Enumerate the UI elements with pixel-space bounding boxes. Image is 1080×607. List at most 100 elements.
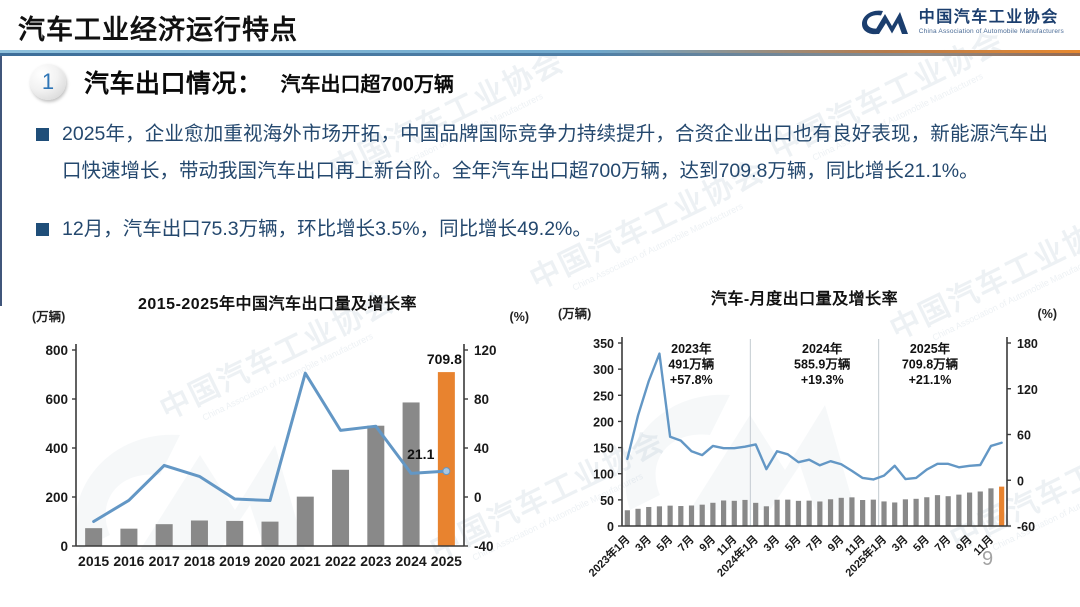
svg-text:5月: 5月 [654,533,675,554]
header-divider-top [0,50,1080,53]
svg-text:2020: 2020 [254,553,285,569]
year-annotation: 2023年 491万辆+57.8% [668,341,714,387]
x-axis-labels: 2015 2016 2017 2018 2019 2020 2021 2022 2023 2024… [78,553,462,569]
bar [806,500,812,526]
bar [367,425,385,546]
axes [75,344,465,547]
page-title: 汽车工业经济运行特点 [18,15,298,45]
svg-text:400: 400 [45,441,68,456]
svg-text:2017: 2017 [149,553,180,569]
svg-text:250: 250 [593,389,614,403]
left-axis-unit: (万辆) [558,307,592,321]
bullet-list: 2025年，企业愈加重视海外市场开拓，中国品牌国际竞争力持续提升，合资企业出口也… [36,116,1048,269]
svg-text:600: 600 [45,392,68,407]
bar [656,506,663,526]
left-axis-ticks: 0 200 400 600 800 [45,343,76,554]
bar [924,497,930,526]
svg-text:0: 0 [60,539,68,554]
svg-text:0: 0 [1017,474,1024,488]
right-axis-ticks: -60 0 60 120 180 [1007,337,1038,534]
bar [817,501,823,526]
chart-title: 汽车-月度出口量及增长率 [710,291,899,308]
svg-text:40: 40 [474,441,489,456]
bar [261,521,279,546]
bar [742,499,748,526]
year-annotation: 2024年 585.9万辆+19.3% [794,341,851,387]
bar [763,506,769,526]
right-axis-unit: (%) [1037,307,1057,321]
bar-series [85,372,455,546]
bar [120,528,138,546]
section-number-badge: 1 [30,64,66,100]
section-heading: 汽车出口情况： [84,70,263,98]
year-annotations: 2023年 491万辆+57.8% 2024年 585.9万辆+19.3% 2025年 7… [668,341,958,387]
bar [795,500,802,526]
svg-text:9月: 9月 [953,533,974,554]
growth-line [92,371,451,523]
svg-text:2023年1月: 2023年1月 [585,532,632,579]
bar [945,496,951,526]
org-name-cn: 中国汽车工业协会 [918,8,1059,26]
bar [332,469,350,546]
bar [849,497,855,526]
svg-text:7月: 7月 [932,533,953,554]
svg-text:709.8: 709.8 [427,351,462,367]
right-axis-ticks: -40 0 40 80 120 [464,343,497,554]
annual-export-plot: 0 200 400 600 800 -40 0 40 80 120 2015 2016 2017 2018… [45,343,497,569]
svg-text:5月: 5月 [782,533,803,554]
svg-text:3月: 3月 [633,533,654,554]
bullet-text: 2025年，企业愈加重视海外市场开拓，中国品牌国际竞争力持续提升，合资企业出口也… [62,123,1048,182]
bullet-item: 2025年，企业愈加重视海外市场开拓，中国品牌国际竞争力持续提升，合资企业出口也… [36,116,1048,190]
svg-text:2023: 2023 [360,553,391,569]
svg-text:50: 50 [600,494,614,508]
bar [785,499,791,526]
cam-logo-icon [861,10,908,35]
bar [966,492,973,526]
bar [667,505,673,526]
monthly-export-chart: 汽车-月度出口量及增长率 (万辆) (%) 0 50 100 150 200 250 300… [552,285,1057,607]
bar [913,498,919,526]
bar [699,504,705,526]
annual-export-chart: 2015-2025年中国汽车出口量及增长率 (万辆) (%) 0 200 400 60… [24,290,531,590]
left-edge-stripe [0,56,2,306]
svg-text:3月: 3月 [889,533,910,554]
bar [635,508,641,526]
right-axis-unit: (%) [509,310,529,324]
svg-text:200: 200 [45,490,68,505]
svg-text:80: 80 [474,392,489,407]
svg-text:0: 0 [474,490,482,505]
bar [774,499,780,526]
svg-text:100: 100 [593,468,614,482]
bar [881,501,887,526]
svg-text:350: 350 [593,337,614,351]
bullet-square-icon [36,223,49,236]
highlight-bar [437,372,455,546]
bar [688,505,695,526]
data-labels: 709.8 21.1 [407,351,462,462]
bar [870,499,876,526]
bar [646,506,652,526]
svg-text:2022: 2022 [325,553,356,569]
bar [678,506,684,526]
bullet-item: 12月，汽车出口75.3万辆，环比增长3.5%，同比增长49.2%。 [36,211,1048,248]
org-name-en: China Association of Automobile Manufact… [918,28,1064,36]
bar [934,495,941,526]
org-logo: 中国汽车工业协会 China Association of Automobile… [859,6,1064,38]
svg-text:2018: 2018 [184,553,215,569]
svg-text:5月: 5月 [911,533,932,554]
bar [956,494,962,526]
bar [296,496,314,546]
svg-text:2019: 2019 [219,553,250,569]
chart-title: 2015-2025年中国汽车出口量及增长率 [137,296,418,313]
bar [892,502,898,526]
bar-series [624,486,1005,526]
svg-text:-40: -40 [474,539,494,554]
section-subheading: 汽车出口超700万辆 [280,73,454,96]
svg-text:120: 120 [1017,383,1038,397]
bar [624,510,630,526]
svg-text:7月: 7月 [804,533,825,554]
bar [710,502,716,526]
bar [902,499,909,526]
bar [85,528,103,546]
bullet-text: 12月，汽车出口75.3万辆，环比增长3.5%，同比增长49.2%。 [62,218,592,240]
